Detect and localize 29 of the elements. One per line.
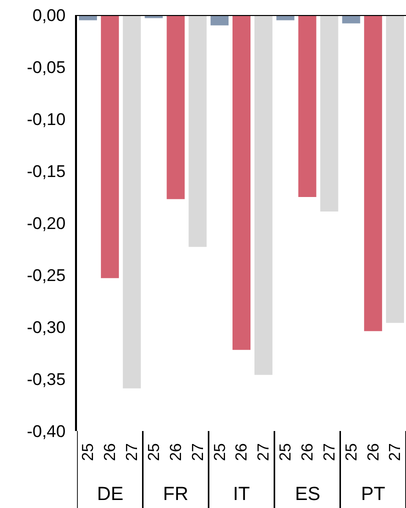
x-tick-label: 25 bbox=[80, 443, 98, 461]
y-tick-label: -0,40 bbox=[26, 422, 66, 441]
text: DE bbox=[97, 484, 124, 505]
y-tick-label: -0,25 bbox=[26, 266, 66, 285]
y-tick-label: 0,00 bbox=[32, 6, 66, 25]
y-tick-label: -0,15 bbox=[26, 162, 66, 181]
x-tick-label: 26 bbox=[365, 443, 382, 461]
x-tick-label: 25 bbox=[146, 443, 163, 461]
y-tick-label: -0,30 bbox=[26, 318, 66, 337]
y-tick-label: -0,05 bbox=[26, 58, 66, 77]
x-tick-label: 27 bbox=[321, 443, 338, 461]
x-tick-label: 26 bbox=[234, 443, 251, 461]
x-tick-label: 27 bbox=[387, 443, 404, 461]
y-tick-label: -0,10 bbox=[26, 110, 66, 129]
y-tick-label: -0,20 bbox=[26, 214, 66, 233]
text: IT bbox=[233, 484, 250, 505]
x-tick-label: 26 bbox=[102, 443, 120, 461]
text: FR bbox=[163, 484, 188, 505]
x-tick-label: 25 bbox=[212, 443, 229, 461]
x-tick-label: 25 bbox=[278, 443, 295, 461]
y-tick-label: -0,35 bbox=[26, 370, 66, 389]
x-tick-label: 27 bbox=[256, 443, 273, 461]
text: ES bbox=[295, 484, 320, 505]
text: PT bbox=[361, 484, 386, 505]
x-tick-label: 26 bbox=[300, 443, 316, 461]
x-tick-label: 25 bbox=[343, 443, 360, 461]
x-tick-label: 27 bbox=[190, 443, 207, 461]
x-tick-label: 27 bbox=[124, 443, 142, 461]
x-tick-label: 26 bbox=[168, 443, 185, 461]
